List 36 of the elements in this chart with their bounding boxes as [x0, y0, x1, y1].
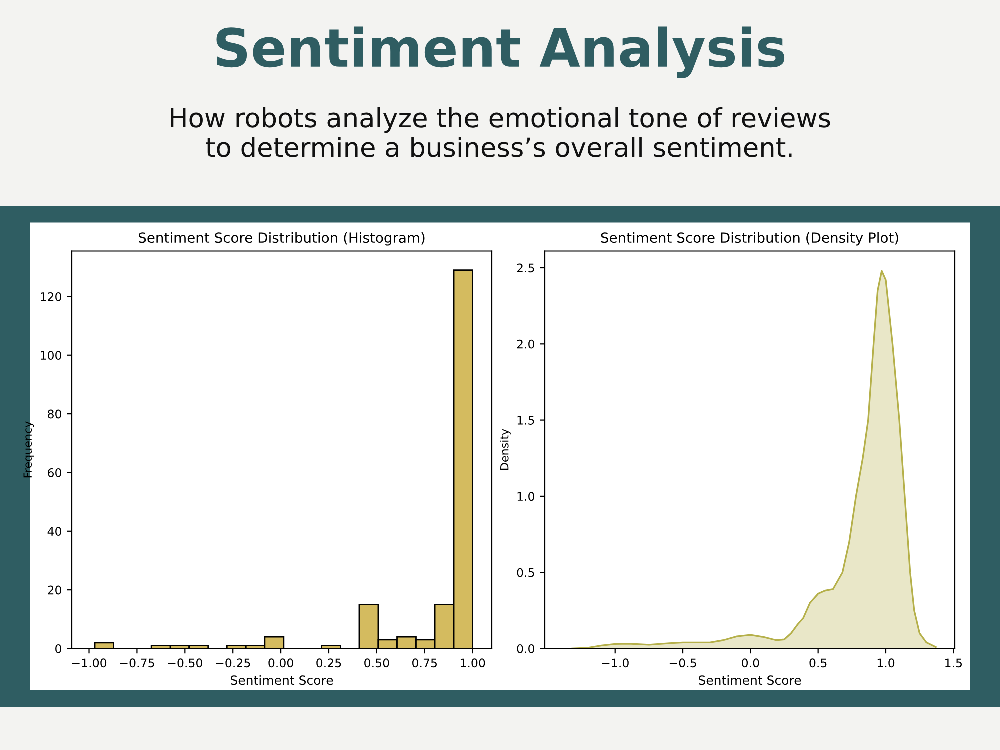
x-tick-label: −0.5 [670, 658, 696, 668]
x-tick-label: 0.50 [364, 658, 390, 668]
chart-title: Sentiment Score Distribution (Histogram) [138, 232, 425, 246]
x-tick-label: 0.25 [316, 658, 342, 668]
x-tick-label: 1.5 [946, 658, 962, 668]
y-tick-label: 0.0 [517, 644, 534, 654]
x-axis-title: Sentiment Score [699, 675, 802, 686]
y-axis-title: Frequency [24, 422, 34, 478]
y-tick-label: 1.5 [518, 416, 534, 425]
x-tick-label: 0.0 [742, 658, 760, 668]
text: How robots analyze the emotional tone of reviews to determine a business’s overall sentiment. [171, 107, 830, 158]
x-tick-label: 0.5 [810, 658, 827, 668]
x-tick-label: 1.00 [460, 658, 486, 668]
chart-title: Sentiment Score Distribution (Density Plot) [601, 232, 898, 246]
x-tick-label: 0.00 [268, 658, 294, 668]
y-tick-label: 0 [56, 644, 62, 654]
y-tick-label: 20 [48, 586, 62, 595]
y-tick-label: 0.5 [517, 568, 534, 578]
x-tick-label: −0.25 [216, 658, 250, 668]
y-tick-label: 40 [48, 527, 62, 536]
y-tick-label: 2.0 [517, 340, 534, 349]
text: Sentiment Analysis [216, 26, 785, 78]
x-tick-label: 1.0 [878, 658, 895, 668]
x-tick-label: −0.75 [120, 658, 154, 668]
y-axis-title: Density [500, 429, 511, 470]
x-tick-label: −1.00 [72, 658, 107, 668]
y-tick-label: 100 [41, 351, 62, 360]
x-tick-label: −0.50 [168, 658, 202, 668]
x-tick-label: 0.75 [412, 658, 437, 668]
y-tick-label: 60 [48, 468, 62, 478]
y-tick-label: 120 [41, 292, 62, 302]
x-axis-title: Sentiment Score [231, 675, 334, 686]
y-tick-label: 80 [48, 410, 62, 419]
y-tick-label: 1.0 [518, 492, 534, 502]
x-tick-label: −1.0 [602, 658, 629, 668]
y-tick-label: 2.5 [517, 264, 534, 273]
